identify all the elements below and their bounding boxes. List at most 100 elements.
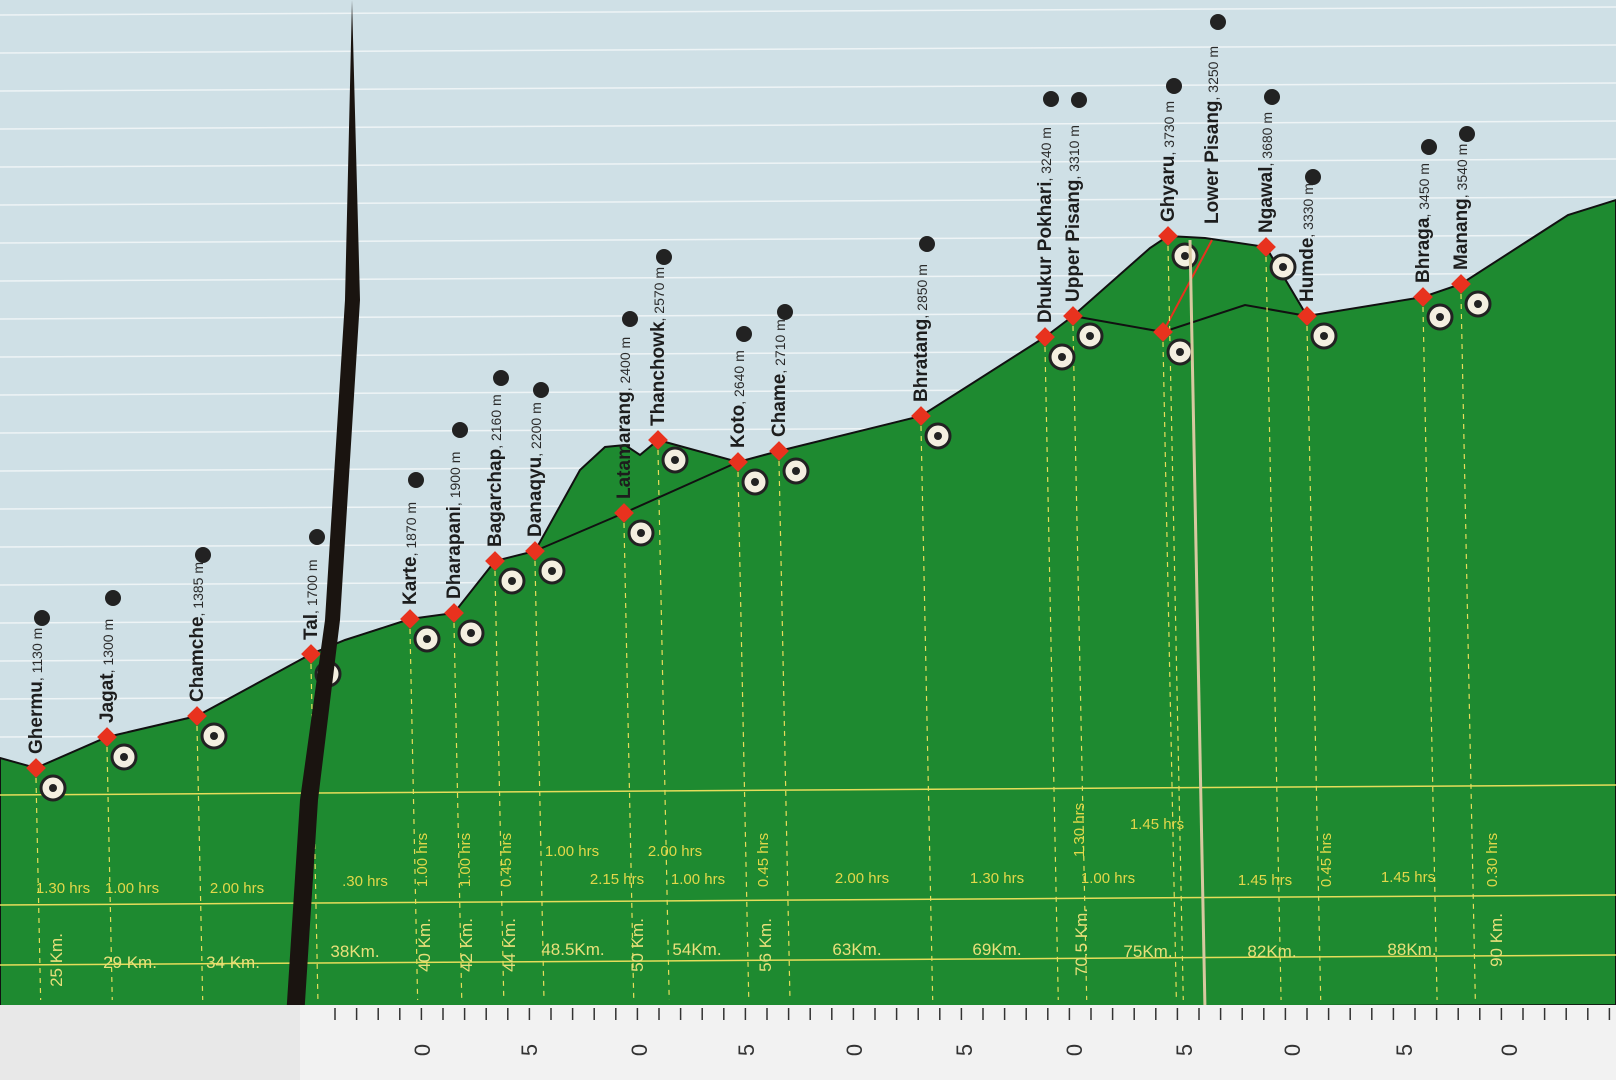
station-separator: , [1259, 159, 1275, 167]
camp-icon-dot [1279, 263, 1287, 271]
station-elevation: 3250 m [1205, 46, 1221, 93]
station-separator: , [772, 366, 788, 374]
station-separator: , [447, 498, 463, 506]
ruler-label: 0 [1497, 1044, 1522, 1056]
station-label: Koto, 2640 m [728, 350, 749, 448]
station-separator: , [1205, 93, 1221, 101]
duration-label: 0.45 hrs [755, 833, 772, 887]
station-separator: , [190, 609, 206, 617]
camp-icon-dot [1058, 353, 1066, 361]
duration-label: 1.00 hrs [1081, 870, 1135, 887]
station-name: Bhratang [911, 319, 932, 402]
ruler-label: 5 [517, 1044, 542, 1056]
station-name: Ghermu [26, 681, 47, 754]
duration-label: 1.45 hrs [1130, 816, 1184, 833]
station-elevation: 3730 m [1161, 101, 1177, 148]
camp-icon-dot [548, 567, 556, 575]
camp-icon-dot [423, 635, 431, 643]
facility-icon [1043, 91, 1059, 107]
ruler-left [0, 1005, 300, 1080]
station-name: Thanchowk [648, 321, 669, 426]
facility-icon [622, 311, 638, 327]
station-separator: , [488, 441, 504, 449]
station-name: Karte [400, 556, 421, 605]
ruler-label: 0 [842, 1044, 867, 1056]
station-name: Jagat [97, 673, 118, 723]
station-label: Humde, 3330 m [1297, 183, 1318, 302]
facility-icon [919, 236, 935, 252]
distance-label: 69Km. [972, 940, 1021, 959]
station-marker [911, 406, 931, 426]
duration-label: 2.00 hrs [210, 880, 264, 897]
band-line [0, 784, 1616, 796]
station-label: Dhukur Pokhari, 3240 m [1035, 127, 1056, 323]
distance-label: 54Km. [672, 940, 721, 959]
station-marker [1035, 327, 1055, 347]
station-label: Bhratang, 2850 m [911, 264, 932, 402]
distance-label: 38Km. [330, 942, 379, 961]
facility-icon [408, 472, 424, 488]
grid-dashed-line [310, 663, 319, 1001]
camp-icon-dot [792, 467, 800, 475]
station-separator: , [100, 666, 116, 674]
facility-icon [452, 422, 468, 438]
facility-icon [736, 326, 752, 342]
grid-line [0, 196, 1616, 206]
camp-icon-dot [1176, 348, 1184, 356]
grid-dashed-line [409, 628, 419, 1001]
station-elevation: 3680 m [1259, 112, 1275, 159]
duration-label: 1.00 hrs [105, 880, 159, 897]
station-label: Thanchowk, 2570 m [648, 267, 669, 426]
facility-icon [1264, 89, 1280, 105]
station-elevation: 1700 m [304, 559, 320, 606]
facility-icon [1071, 92, 1087, 108]
paper-fold [1188, 239, 1207, 1011]
duration-label: 2.00 hrs [648, 843, 702, 860]
grid-dashed-line [35, 777, 42, 1001]
facility-icon [34, 610, 50, 626]
ruler-label: 0 [1280, 1044, 1305, 1056]
station-separator: , [1300, 230, 1316, 238]
station-elevation: 2640 m [731, 350, 747, 397]
station-name: Chame [769, 374, 790, 437]
station-separator: , [617, 384, 633, 392]
distance-label: 50 Km. [628, 918, 647, 972]
ruler-label: 0 [1062, 1044, 1087, 1056]
station-separator: , [1161, 148, 1177, 156]
duration-label: 1.30 hrs [1071, 803, 1088, 857]
duration-label: 1.45 hrs [1238, 872, 1292, 889]
station-label: Upper Pisang, 3310 m [1063, 125, 1084, 302]
camp-icon-dot [508, 577, 516, 585]
station-elevation: 1870 m [403, 502, 419, 549]
facility-icon [195, 547, 211, 563]
grid-line [0, 6, 1616, 16]
station-marker [1256, 237, 1276, 257]
station-label: Ghyaru, 3730 m [1158, 101, 1179, 222]
grid-dashed-line [657, 449, 670, 1001]
station-marker [1158, 226, 1178, 246]
station-separator: , [1416, 210, 1432, 218]
station-label: Lower Pisang, 3250 m [1202, 46, 1223, 224]
camp-icon-dot [1474, 300, 1482, 308]
station-marker [400, 609, 420, 629]
camp-icon-dot [210, 732, 218, 740]
duration-label: 1.30 hrs [970, 870, 1024, 887]
duration-label: 2.15 hrs [590, 871, 644, 888]
grid-line [0, 120, 1616, 130]
grid-dashed-line [1265, 256, 1282, 1001]
duration-label: 1.30 hrs [36, 880, 90, 897]
station-marker [485, 551, 505, 571]
duration-label: 0.45 hrs [498, 833, 515, 887]
grid-dashed-line [737, 471, 750, 1001]
grid-dashed-line [453, 622, 463, 1001]
distance-label: 56 Km. [756, 918, 775, 972]
duration-label: 1.00 hrs [545, 843, 599, 860]
station-marker [728, 452, 748, 472]
facility-icon [1305, 169, 1321, 185]
station-elevation: 1900 m [447, 452, 463, 499]
ruler-label: 5 [1172, 1044, 1197, 1056]
station-label: Danaqyu, 2200 m [525, 402, 546, 537]
ruler-label: 5 [734, 1044, 759, 1056]
grid-dashed-line [1072, 325, 1088, 1001]
